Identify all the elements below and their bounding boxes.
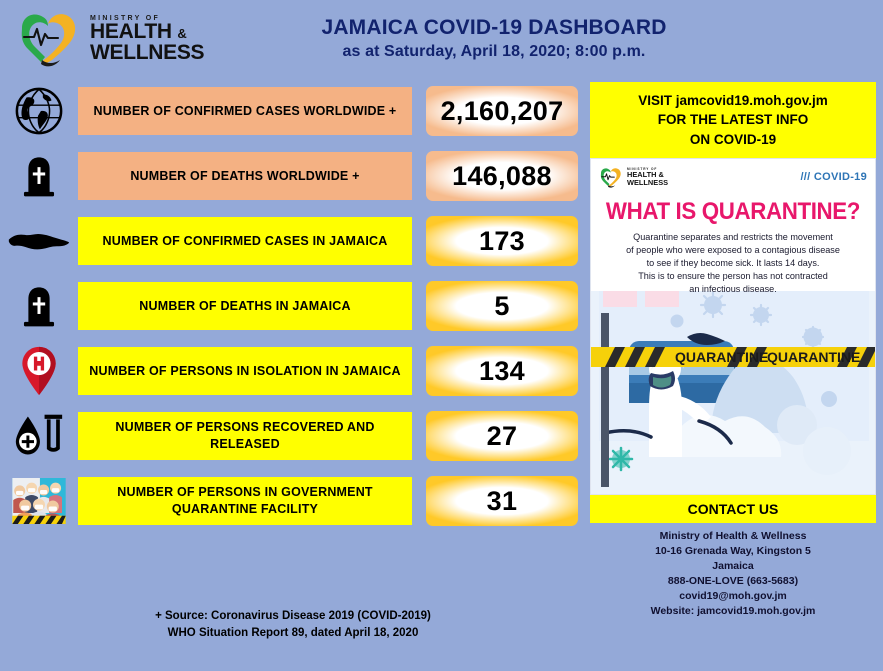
stat-label: NUMBER OF DEATHS IN JAMAICA [78,282,412,330]
poster-header: MINISTRY OF HEALTH & WELLNESS /// COVID-… [591,159,875,192]
poster-covid-tag: /// COVID-19 [800,171,867,183]
logo-health: HEALTH & [90,19,187,43]
logo-wellness: WELLNESS [90,40,205,64]
stat-value: 146,088 [426,151,578,201]
page-subtitle: as at Saturday, April 18, 2020; 8:00 p.m… [342,42,646,60]
stat-row: NUMBER OF DEATHS IN JAMAICA 5 [0,277,586,335]
poster-body-line-2: of people who were exposed to a contagio… [626,244,840,255]
poster-ministry-logo: MINISTRY OF HEALTH & WELLNESS [598,166,668,189]
contact-us-heading: CONTACT US [590,495,876,523]
poster-title: WHAT IS QUARANTINE? [605,198,861,225]
poster-logo-wellness: WELLNESS [627,177,669,187]
stat-label: NUMBER OF DEATHS WORLDWIDE + [78,152,412,200]
contact-line-3: Jamaica [712,559,754,572]
jamaica-map-icon [0,212,78,270]
stat-row: NUMBER OF CONFIRMED CASES IN JAMAICA 173 [0,212,586,270]
poster-body-line-5: an infectious disease. [689,283,777,294]
poster-body-line-4: This is to ensure the person has not con… [638,270,828,281]
hospital-pin-icon [0,342,78,400]
ministry-logo-text: MINISTRY OF HEALTH & WELLNESS [90,14,205,64]
right-panel: VISIT jamcovid19.moh.gov.jm FOR THE LATE… [590,82,876,618]
header-title-block: JAMAICA COVID-19 DASHBOARD as at Saturda… [225,15,883,62]
poster-logo-health: HEALTH & [627,170,664,180]
poster-body-text: Quarantine separates and restricts the m… [591,231,875,296]
stat-value: 27 [426,411,578,461]
contact-email[interactable]: covid19@moh.gov.jm [679,589,787,602]
contact-details: Ministry of Health & Wellness 10-16 Gren… [590,529,876,618]
page-title: JAMAICA COVID-19 DASHBOARD [321,16,667,40]
stat-row: NUMBER OF PERSONS IN GOVERNMENT QUARANTI… [0,472,586,530]
poster-logo-text: MINISTRY OF HEALTH & WELLNESS [627,166,669,187]
contact-line-1: Ministry of Health & Wellness [659,530,807,542]
globe-icon [0,82,78,140]
blood-drop-test-tube-icon [0,407,78,465]
stat-label: NUMBER OF PERSONS IN ISOLATION IN JAMAIC… [78,347,412,395]
tape-label-right: QUARANTINE [767,349,860,365]
stat-row: NUMBER OF PERSONS IN ISOLATION IN JAMAIC… [0,342,586,400]
footnote-line-1: + Source: Coronavirus Disease 2019 (COVI… [155,610,431,622]
footnote-line-2: WHO Situation Report 89, dated April 18,… [167,627,419,640]
visit-line-1: VISIT jamcovid19.moh.gov.jm [638,93,828,109]
visit-line-2: FOR THE LATEST INFO [657,112,809,128]
stat-row: NUMBER OF PERSONS RECOVERED AND RELEASED… [0,407,586,465]
heart-pulse-logo-icon [598,166,624,189]
tombstone-icon [0,147,78,205]
stat-row: NUMBER OF CONFIRMED CASES WORLDWIDE + 2,… [0,82,586,140]
stat-label: NUMBER OF CONFIRMED CASES IN JAMAICA [78,217,412,265]
visit-website-banner[interactable]: VISIT jamcovid19.moh.gov.jm FOR THE LATE… [590,82,876,158]
stat-value: 2,160,207 [426,86,578,136]
quarantine-poster: QUARANTINE QUARANTINE [590,158,876,495]
quarantine-tape: QUARANTINE QUARANTINE [591,347,875,367]
page-header: MINISTRY OF HEALTH & WELLNESS JAMAICA CO… [0,0,883,78]
poster-body-line-3: to see if they become sick. It lasts 14 … [646,257,820,268]
stat-row: NUMBER OF DEATHS WORLDWIDE + 146,088 [0,147,586,205]
contact-line-2: 10-16 Grenada Way, Kingston 5 [655,544,811,557]
stat-label: NUMBER OF CONFIRMED CASES WORLDWIDE + [78,87,412,135]
statistics-list: NUMBER OF CONFIRMED CASES WORLDWIDE + 2,… [0,82,586,537]
stat-value: 31 [426,476,578,526]
contact-phone[interactable]: 888-ONE-LOVE (663-5683) [667,574,799,587]
stat-value: 5 [426,281,578,331]
stat-value: 173 [426,216,578,266]
tombstone-icon [0,277,78,335]
ministry-logo: MINISTRY OF HEALTH & WELLNESS [0,3,225,75]
heart-pulse-logo-icon [14,8,84,70]
source-footnote: + Source: Coronavirus Disease 2019 (COVI… [0,608,586,643]
masked-crowd-icon [0,472,78,530]
stat-label: NUMBER OF PERSONS RECOVERED AND RELEASED [78,412,412,460]
poster-body-line-1: Quarantine separates and restricts the m… [633,232,833,242]
tape-label-left: QUARANTINE [675,349,768,365]
visit-line-3: ON COVID-19 [689,131,777,147]
stat-label: NUMBER OF PERSONS IN GOVERNMENT QUARANTI… [78,477,412,525]
poster-logo-ministry: MINISTRY OF [627,166,658,171]
quarantine-illustration: QUARANTINE QUARANTINE [591,291,875,494]
stat-value: 134 [426,346,578,396]
logo-ministry-of: MINISTRY OF [90,14,161,22]
contact-website[interactable]: Website: jamcovid19.moh.gov.jm [650,604,816,617]
